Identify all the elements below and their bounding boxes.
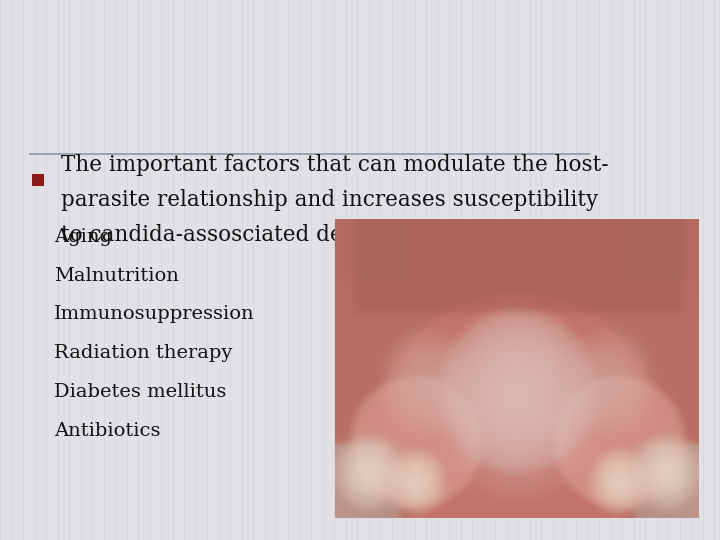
Text: The important factors that can modulate the host-: The important factors that can modulate … [61, 153, 609, 176]
Text: to candida-assosciated denture stomatitis:: to candida-assosciated denture stomatiti… [61, 224, 524, 246]
Text: Aging: Aging [54, 228, 112, 246]
Text: Diabetes mellitus: Diabetes mellitus [54, 383, 226, 401]
Text: Radiation therapy: Radiation therapy [54, 345, 233, 362]
Text: Antibiotics: Antibiotics [54, 422, 161, 440]
Text: Immunosuppression: Immunosuppression [54, 306, 255, 323]
Text: Malnutrition: Malnutrition [54, 267, 179, 285]
Text: parasite relationship and increases susceptibility: parasite relationship and increases susc… [61, 188, 598, 211]
Bar [32, 174, 44, 186]
